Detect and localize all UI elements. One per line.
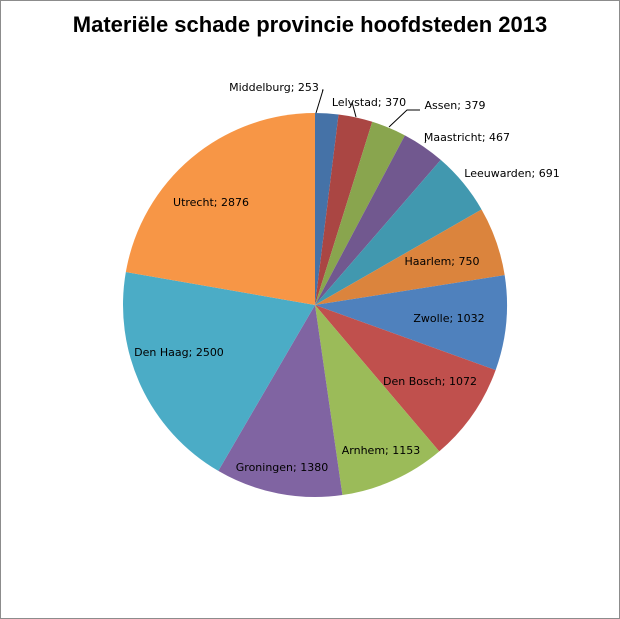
leader-line-lelystad <box>351 101 357 118</box>
data-label-den-bosch: Den Bosch; 1072 <box>383 375 477 388</box>
leader-line-assen <box>388 109 420 128</box>
chart-title: Materiële schade provincie hoofdsteden 2… <box>72 12 548 37</box>
pie-slice-assen <box>315 121 405 306</box>
pie-slice-groningen <box>218 305 343 498</box>
leader-line-maastricht <box>424 139 427 144</box>
data-label-utrecht: Utrecht; 2876 <box>173 196 249 209</box>
pie-slice-middelburg <box>315 113 339 305</box>
pie-slice-haarlem <box>315 209 505 305</box>
data-label-lelystad: Lelystad; 370 <box>332 96 406 109</box>
data-label-assen: Assen; 379 <box>425 99 486 112</box>
pie-slice-arnhem <box>315 305 440 496</box>
leader-line-middelburg <box>315 89 324 114</box>
pie-slice-lelystad <box>315 114 373 305</box>
data-label-middelburg: Middelburg; 253 <box>229 81 319 94</box>
pie-slice-utrecht <box>125 113 315 305</box>
pie-slice-zwolle <box>315 275 507 371</box>
data-label-zwolle: Zwolle; 1032 <box>413 312 484 325</box>
pie-slice-maastricht <box>315 135 441 305</box>
data-label-den-haag: Den Haag; 2500 <box>134 346 224 359</box>
pie-slice-den-haag <box>123 272 316 471</box>
data-label-groningen: Groningen; 1380 <box>236 461 328 474</box>
data-label-haarlem: Haarlem; 750 <box>404 255 479 268</box>
pie-slice-leeuwarden <box>315 159 482 305</box>
pie-slice-den-bosch <box>315 305 496 452</box>
data-label-arnhem: Arnhem; 1153 <box>342 444 420 457</box>
data-label-leeuwarden: Leeuwarden; 691 <box>464 167 559 180</box>
data-label-maastricht: Maastricht; 467 <box>424 131 510 144</box>
